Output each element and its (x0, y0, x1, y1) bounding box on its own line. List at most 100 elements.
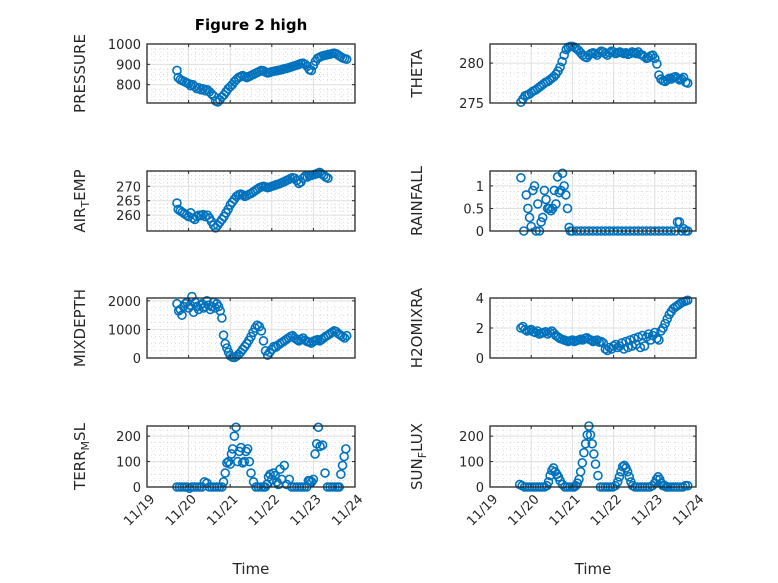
data-point (200, 211, 211, 222)
data-point (520, 324, 530, 335)
subplot-mixdepth: 0 1000 2000 MIXDEPTH (71, 289, 356, 367)
y-tick-label: 275 (459, 97, 484, 112)
data-point (323, 173, 333, 184)
axes-box (146, 43, 356, 104)
y-tick-label: 0 (476, 481, 484, 496)
data-point (652, 59, 662, 69)
y-tick-label: 260 (116, 209, 141, 224)
data-point (258, 336, 269, 346)
data-point (246, 468, 256, 478)
data-point (649, 53, 660, 64)
x-axis-label: Time (232, 560, 270, 578)
y-axis-label-main: TERR (71, 450, 89, 491)
data-point (682, 295, 693, 306)
data-point (256, 326, 267, 336)
y-axis-label: THETA (408, 49, 426, 99)
data-point (600, 344, 611, 354)
ticks (146, 171, 356, 231)
data-point (529, 181, 540, 191)
data-point (546, 205, 556, 216)
data-point (336, 469, 346, 480)
y-tick-label: 0 (133, 352, 141, 367)
data-point (242, 444, 253, 454)
data-series-h2omixra (516, 295, 693, 356)
data-point (637, 330, 648, 341)
data-point (206, 89, 217, 99)
ticks (146, 298, 356, 359)
data-point (580, 438, 591, 449)
ticks (146, 43, 356, 103)
y-tick-label: 265 (116, 195, 141, 210)
y-tick-label: 800 (116, 79, 141, 94)
y-axis-label: MIXDEPTH (71, 289, 89, 367)
y-axis-label: TERRMSL (71, 422, 92, 491)
data-point (310, 449, 320, 459)
data-point (217, 313, 227, 323)
y-tick-label: 4 (476, 292, 484, 307)
data-point (559, 181, 569, 191)
data-point (220, 468, 231, 478)
data-point (306, 65, 317, 76)
plot-area (490, 426, 696, 487)
data-point (639, 341, 650, 351)
data-point (551, 199, 561, 209)
subplot-h2omixra: 0 2 4 H2OMIXRA (408, 287, 697, 368)
data-point (643, 329, 654, 339)
data-point (537, 212, 548, 223)
data-point (629, 333, 640, 344)
axes-box (489, 170, 697, 232)
data-point (622, 466, 633, 477)
y-tick-label: 2000 (108, 295, 141, 310)
data-point (532, 199, 543, 209)
data-point (222, 343, 232, 353)
data-point (313, 422, 324, 433)
data-point (617, 338, 627, 348)
data-point (337, 460, 348, 471)
ticks (489, 44, 697, 104)
data-point (218, 330, 229, 340)
data-point (682, 78, 693, 88)
data-point (337, 331, 348, 342)
data-point (672, 73, 683, 84)
data-point (541, 194, 551, 205)
data-point (660, 318, 670, 329)
data-point (218, 477, 229, 487)
data-point (317, 440, 328, 450)
data-point (631, 48, 642, 59)
ticks (489, 171, 697, 232)
y-tick-label: 1000 (108, 38, 141, 53)
data-point (635, 342, 646, 353)
y-axis-label-rest: EMP (71, 169, 89, 200)
data-point (528, 185, 538, 196)
data-point (579, 447, 589, 458)
y-axis-label-rest: LUX (408, 423, 426, 452)
data-point (279, 460, 290, 471)
data-point (621, 336, 631, 347)
y-axis-label-main: THETA (408, 49, 426, 99)
data-point (582, 430, 593, 440)
data-point (232, 456, 243, 467)
axes-box (489, 43, 697, 104)
data-point (320, 468, 330, 478)
ticks (489, 426, 697, 488)
figure-title: Figure 2 high (195, 16, 308, 34)
y-axis-label: PRESSURE (71, 34, 89, 113)
data-point (549, 185, 560, 196)
data-point (516, 172, 526, 183)
axes-box (146, 425, 356, 488)
data-point (327, 327, 337, 338)
data-point (561, 190, 571, 200)
data-point (524, 212, 535, 223)
y-axis-label: H2OMIXRA (408, 287, 426, 368)
data-point (539, 185, 550, 196)
y-axis-label-subscript: T (79, 201, 92, 209)
data-point (577, 458, 588, 468)
data-point (523, 203, 533, 214)
data-point (213, 301, 224, 312)
subplot-rainfall: 0 0.5 1 RAINFALL (408, 165, 697, 240)
ticks (489, 297, 697, 359)
y-axis-label-main: PRESSURE (71, 34, 89, 113)
data-point (308, 474, 319, 485)
data-point (649, 327, 660, 338)
